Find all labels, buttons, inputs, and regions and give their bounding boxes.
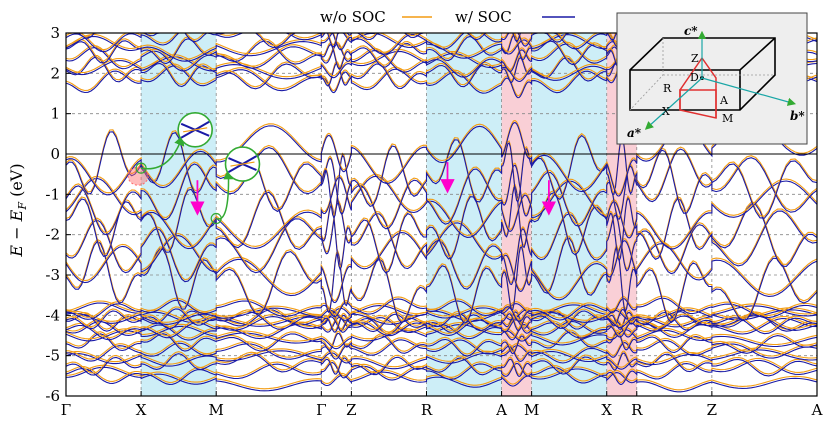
inset-frame — [616, 12, 808, 145]
band-wo-soc-5 — [66, 329, 817, 355]
inset-a-axis — [644, 77, 703, 130]
inset-point-M: M — [722, 112, 733, 125]
band-w-soc-20 — [66, 131, 817, 220]
x-tick-label-11: A — [811, 401, 823, 419]
zoom-arrow-0 — [140, 134, 185, 170]
y-tick-label-2: -4 — [45, 306, 60, 324]
x-tick-label-6: A — [495, 401, 507, 419]
x-tick-label-7: M — [524, 401, 539, 419]
brillouin-zone-inset: c* b* a* ZD R A X M — [616, 12, 808, 145]
legend: w/o SOC w/ SOC — [320, 8, 575, 26]
inset-b-axis — [701, 77, 797, 106]
y-tick-label-4: -2 — [45, 226, 60, 244]
y-tick-labels: -6 -5 -4 -3 -2 -1 0 1 2 3 — [45, 24, 71, 405]
band-w-soc-0 — [66, 366, 817, 393]
band-w-soc-13 — [66, 297, 817, 322]
inset-hidden-edges — [629, 38, 775, 111]
zoom-band-c-1 — [230, 161, 255, 167]
inset-label-a-star: a* — [627, 126, 642, 140]
band-w-soc-12 — [66, 303, 817, 329]
band-wo-soc-18 — [66, 173, 817, 248]
band-w-soc-15 — [66, 222, 817, 304]
y-tick-label-7: 1 — [50, 105, 60, 123]
x-tick-label-8: X — [601, 401, 612, 419]
band-w-soc-16 — [66, 202, 817, 290]
band-w-soc-5 — [66, 331, 817, 357]
band-wo-soc-14 — [66, 235, 817, 322]
y-tick-label-1: -5 — [45, 347, 60, 365]
x-tick-label-9: R — [631, 401, 643, 419]
legend-label-wo-soc: w/o SOC — [320, 8, 386, 26]
y-tick-label-3: -3 — [45, 266, 60, 284]
x-tick-label-3: Γ — [316, 401, 326, 419]
band-w-soc-10 — [66, 315, 817, 341]
y-axis-label-minus: − — [7, 226, 26, 239]
inset-red-rect — [679, 89, 717, 119]
inset-point-A: A — [719, 94, 729, 107]
x-tick-label-2: M — [209, 401, 224, 419]
y-tick-label-0: -6 — [45, 387, 60, 405]
band-wo-soc-17 — [66, 184, 817, 272]
inset-point-R: R — [663, 82, 672, 95]
highlight-ellipse — [127, 166, 149, 186]
band-w-soc-21 — [66, 118, 817, 197]
y-tick-label-8: 2 — [50, 64, 60, 82]
band-wo-soc-12 — [66, 301, 817, 327]
annotations — [127, 112, 557, 225]
band-wo-soc-4 — [66, 337, 817, 362]
y-axis-label: E − EF (eV) — [7, 163, 29, 257]
y-tick-label-9: 3 — [50, 24, 60, 42]
legend-label-w-soc: w/ SOC — [455, 8, 512, 26]
band-wo-soc-11 — [66, 306, 817, 333]
band-wo-soc-13 — [66, 295, 817, 320]
inset-label-c-star: c* — [684, 24, 698, 38]
plot-border — [65, 32, 818, 397]
band-wo-soc-9 — [66, 300, 817, 326]
inset-box-edges — [630, 37, 776, 110]
band-wo-soc-1 — [66, 357, 817, 383]
y-axis-label-unit: (eV) — [7, 163, 26, 197]
band-wo-soc-7 — [66, 314, 817, 339]
band-w-soc-2 — [66, 352, 817, 378]
band-wo-soc-0 — [66, 364, 817, 391]
zoom-band-c-0 — [183, 127, 208, 133]
band-w-soc-14 — [66, 237, 817, 324]
x-tick-label-4: Z — [346, 401, 356, 419]
band-w-soc-18 — [66, 175, 817, 250]
y-axis-label-ef: E — [7, 209, 26, 222]
band-w-soc-17 — [66, 186, 817, 274]
band-w-soc-1 — [66, 359, 817, 385]
x-tick-label-1: X — [136, 401, 147, 419]
plot-frame — [65, 32, 818, 397]
inset-point-D: D — [690, 71, 699, 84]
x-tick-label-0: Γ — [61, 401, 71, 419]
x-tick-label-5: R — [421, 401, 433, 419]
band-wo-soc-16 — [66, 200, 817, 288]
inset-point-X: X — [662, 105, 670, 118]
band-w-soc-7 — [66, 316, 817, 341]
band-wo-soc-15 — [66, 220, 817, 302]
y-tick-label-5: -1 — [45, 185, 60, 203]
inset-label-b-star: b* — [790, 109, 805, 123]
band-w-soc-4 — [66, 339, 817, 364]
y-axis-label-e: E — [7, 245, 26, 258]
y-tick-label-6: 0 — [50, 145, 60, 163]
zoom-arrow-1 — [215, 168, 234, 220]
x-tick-label-10: Z — [707, 401, 717, 419]
y-axis-label-sub: F — [16, 202, 29, 211]
band-w-soc-11 — [66, 308, 817, 335]
band-wo-soc-21 — [66, 116, 817, 195]
inset-point-Z: Z — [691, 52, 699, 65]
